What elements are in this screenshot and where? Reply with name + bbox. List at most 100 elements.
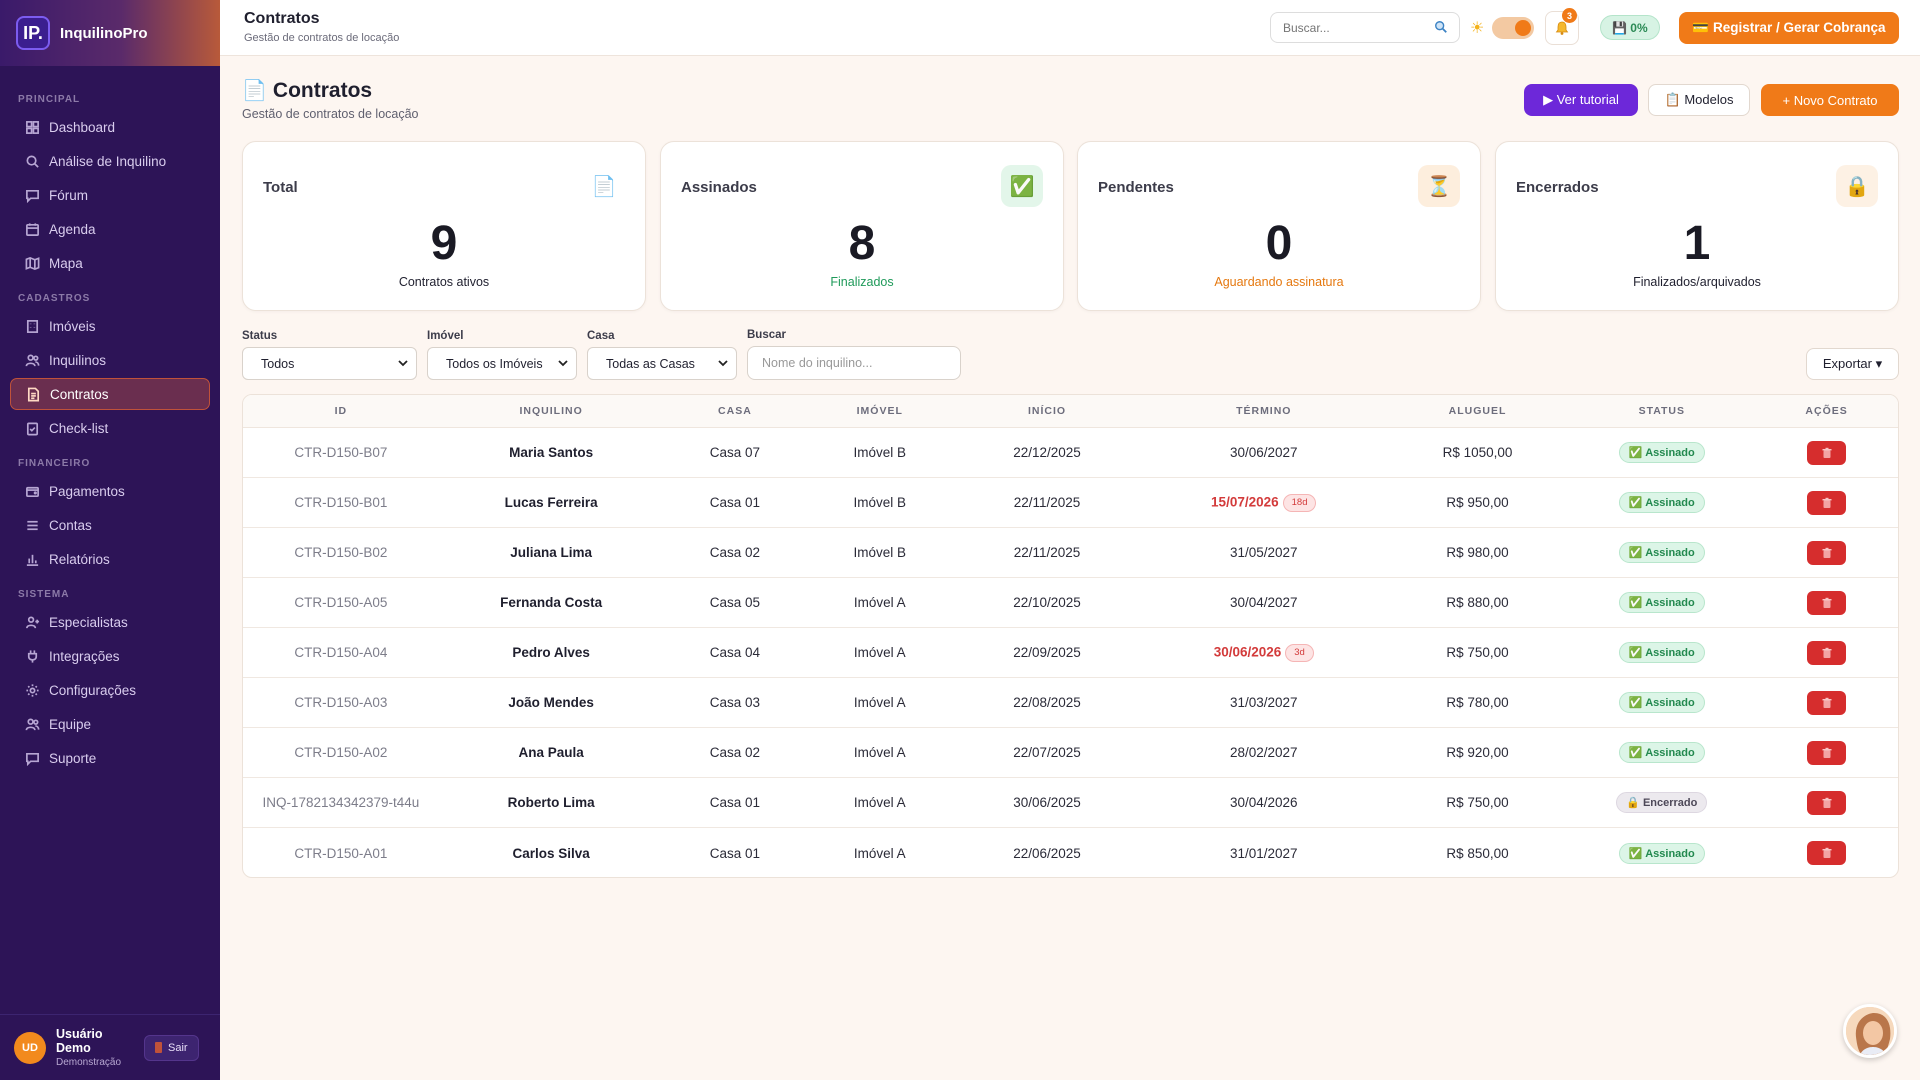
templates-button[interactable]: 📋 Modelos — [1648, 84, 1750, 116]
plug-icon — [24, 648, 40, 664]
sidebar-item-mapa[interactable]: Mapa — [10, 247, 210, 279]
tutorial-button[interactable]: ▶ Ver tutorial — [1524, 84, 1638, 116]
column-header[interactable]: CASA — [718, 405, 752, 417]
delete-button[interactable] — [1807, 790, 1847, 815]
sidebar-item-especialistas[interactable]: Especialistas — [10, 606, 210, 638]
sidebar-item-label: Equipe — [49, 716, 92, 732]
end-date-cell: 31/05/2027 — [1141, 545, 1387, 560]
table-row[interactable]: INQ-1782134342379-t44u Roberto Lima Casa 0… — [243, 778, 1898, 828]
status-cell: 🔒 Encerrado — [1568, 792, 1755, 813]
property: Imóvel A — [853, 595, 906, 610]
end-date: 28/02/2027 — [1229, 745, 1298, 760]
tenant-search-input[interactable]: Nome do inquilino... — [747, 346, 961, 380]
contract-id: CTR-D150-A03 — [294, 695, 388, 710]
logout-button[interactable]: Sair — [144, 1034, 199, 1061]
sidebar-item-integracoes[interactable]: Integrações — [10, 640, 210, 672]
sidebar-item-contas[interactable]: Contas — [10, 509, 210, 541]
sidebar-item-relatorios[interactable]: Relatórios — [10, 543, 210, 575]
column-header[interactable]: INQUILINO — [519, 405, 583, 417]
column-header[interactable]: ALUGUEL — [1448, 405, 1507, 417]
table-body: CTR-D150-B07 Maria Santos Casa 07 Imóvel B 2… — [243, 428, 1898, 877]
house: Casa 01 — [709, 795, 761, 810]
sidebar-item-label: Contratos — [50, 386, 109, 402]
delete-button[interactable] — [1807, 640, 1847, 665]
table-row[interactable]: CTR-D150-A04 Pedro Alves Casa 04 Imóvel A 22… — [243, 628, 1898, 678]
search-input[interactable] — [1270, 12, 1460, 43]
table-row[interactable]: CTR-D150-A01 Carlos Silva Casa 01 Imóvel A 2… — [243, 828, 1898, 877]
rent: R$ 980,00 — [1446, 545, 1509, 560]
sidebar-item-label: Contas — [49, 517, 92, 533]
gear-icon — [24, 682, 40, 698]
tenant-name: Ana Paula — [518, 745, 584, 760]
contract-id: CTR-D150-A05 — [294, 595, 388, 610]
delete-button[interactable] — [1807, 690, 1847, 715]
property: Imóvel A — [853, 695, 906, 710]
save-status-badge[interactable]: 💾 0% — [1600, 15, 1660, 40]
avatar[interactable]: UD — [14, 1031, 46, 1064]
sidebar-item-pagamentos[interactable]: Pagamentos — [10, 475, 210, 507]
nav-section-title: CADASTROS — [18, 293, 91, 304]
house: Casa 05 — [709, 595, 761, 610]
chevron-down-icon — [558, 360, 568, 367]
column-header[interactable]: INÍCIO — [1027, 405, 1067, 417]
table-row[interactable]: CTR-D150-B07 Maria Santos Casa 07 Imóvel B 2… — [243, 428, 1898, 478]
sidebar-item-agenda[interactable]: Agenda — [10, 213, 210, 245]
sidebar-item-contratos[interactable]: Contratos — [10, 378, 210, 410]
table-row[interactable]: CTR-D150-B02 Juliana Lima Casa 02 Imóvel B 2… — [243, 528, 1898, 578]
sidebar-item-inquilinos[interactable]: Inquilinos — [10, 344, 210, 376]
table-row[interactable]: CTR-D150-B01 Lucas Ferreira Casa 01 Imóvel … — [243, 478, 1898, 528]
search-filter-label: Buscar — [747, 329, 786, 341]
stat-value: 1 — [1683, 217, 1711, 270]
status-filter-select[interactable]: Todos — [242, 347, 417, 380]
delete-button[interactable] — [1807, 590, 1847, 615]
export-button[interactable]: Exportar ▾ — [1806, 348, 1899, 380]
chevron-down-icon — [398, 360, 408, 367]
sidebar-item-imoveis[interactable]: Imóveis — [10, 310, 210, 342]
assistant-avatar-button[interactable] — [1843, 1004, 1897, 1058]
property: Imóvel A — [853, 645, 906, 660]
house: Casa 01 — [709, 495, 761, 510]
table-row[interactable]: CTR-D150-A03 João Mendes Casa 03 Imóvel A 22… — [243, 678, 1898, 728]
sidebar-item-configuracoes[interactable]: Configurações — [10, 674, 210, 706]
sidebar-item-check-list[interactable]: Check-list — [10, 412, 210, 444]
nav-section-title: SISTEMA — [18, 589, 70, 600]
user-role: Demonstração — [56, 1057, 122, 1068]
sidebar-item-label: Suporte — [49, 750, 97, 766]
stat-icon: 📄 — [583, 165, 625, 207]
rent: R$ 750,00 — [1446, 645, 1509, 660]
sidebar-item-label: Configurações — [49, 682, 137, 698]
search-icon[interactable] — [1434, 20, 1448, 34]
table-row[interactable]: CTR-D150-A02 Ana Paula Casa 02 Imóvel A 22/0… — [243, 728, 1898, 778]
property: Imóvel B — [853, 495, 906, 510]
rent: R$ 920,00 — [1446, 745, 1509, 760]
sidebar-item-equipe[interactable]: Equipe — [10, 708, 210, 740]
house-filter-select[interactable]: Todas as Casas — [587, 347, 737, 380]
end-date-cell: 31/01/2027 — [1141, 846, 1387, 861]
end-date: 31/03/2027 — [1229, 695, 1298, 710]
sidebar-item-label: Integrações — [49, 648, 120, 664]
sidebar-item-forum[interactable]: Fórum — [10, 179, 210, 211]
delete-button[interactable] — [1807, 841, 1847, 865]
delete-button[interactable] — [1807, 540, 1847, 565]
house: Casa 02 — [709, 745, 761, 760]
house: Casa 01 — [709, 845, 761, 861]
register-charge-button[interactable]: 💳 Registrar / Gerar Cobrança — [1679, 12, 1899, 44]
new-contract-button[interactable]: + Novo Contrato — [1761, 84, 1899, 116]
column-header[interactable]: IMÓVEL — [856, 405, 903, 417]
stat-icon: ✅ — [1001, 165, 1043, 207]
column-header[interactable]: AÇÕES — [1805, 405, 1848, 417]
column-header[interactable]: ID — [334, 405, 348, 417]
theme-toggle[interactable] — [1492, 17, 1534, 39]
delete-button[interactable] — [1807, 440, 1847, 465]
delete-button[interactable] — [1807, 740, 1847, 765]
sidebar-item-dashboard[interactable]: Dashboard — [10, 111, 210, 143]
delete-button[interactable] — [1807, 490, 1847, 515]
column-header[interactable]: TÉRMINO — [1236, 405, 1292, 417]
brand[interactable]: IP. InquilinoPro — [0, 0, 220, 66]
table-row[interactable]: CTR-D150-A05 Fernanda Costa Casa 05 Imóvel … — [243, 578, 1898, 628]
column-header[interactable]: STATUS — [1638, 405, 1686, 417]
house-filter-label: Casa — [587, 330, 615, 342]
sidebar-item-suporte[interactable]: Suporte — [10, 742, 210, 774]
property-filter-select[interactable]: Todos os Imóveis — [427, 347, 577, 380]
sidebar-item-analise-de-inquilino[interactable]: Análise de Inquilino — [10, 145, 210, 177]
